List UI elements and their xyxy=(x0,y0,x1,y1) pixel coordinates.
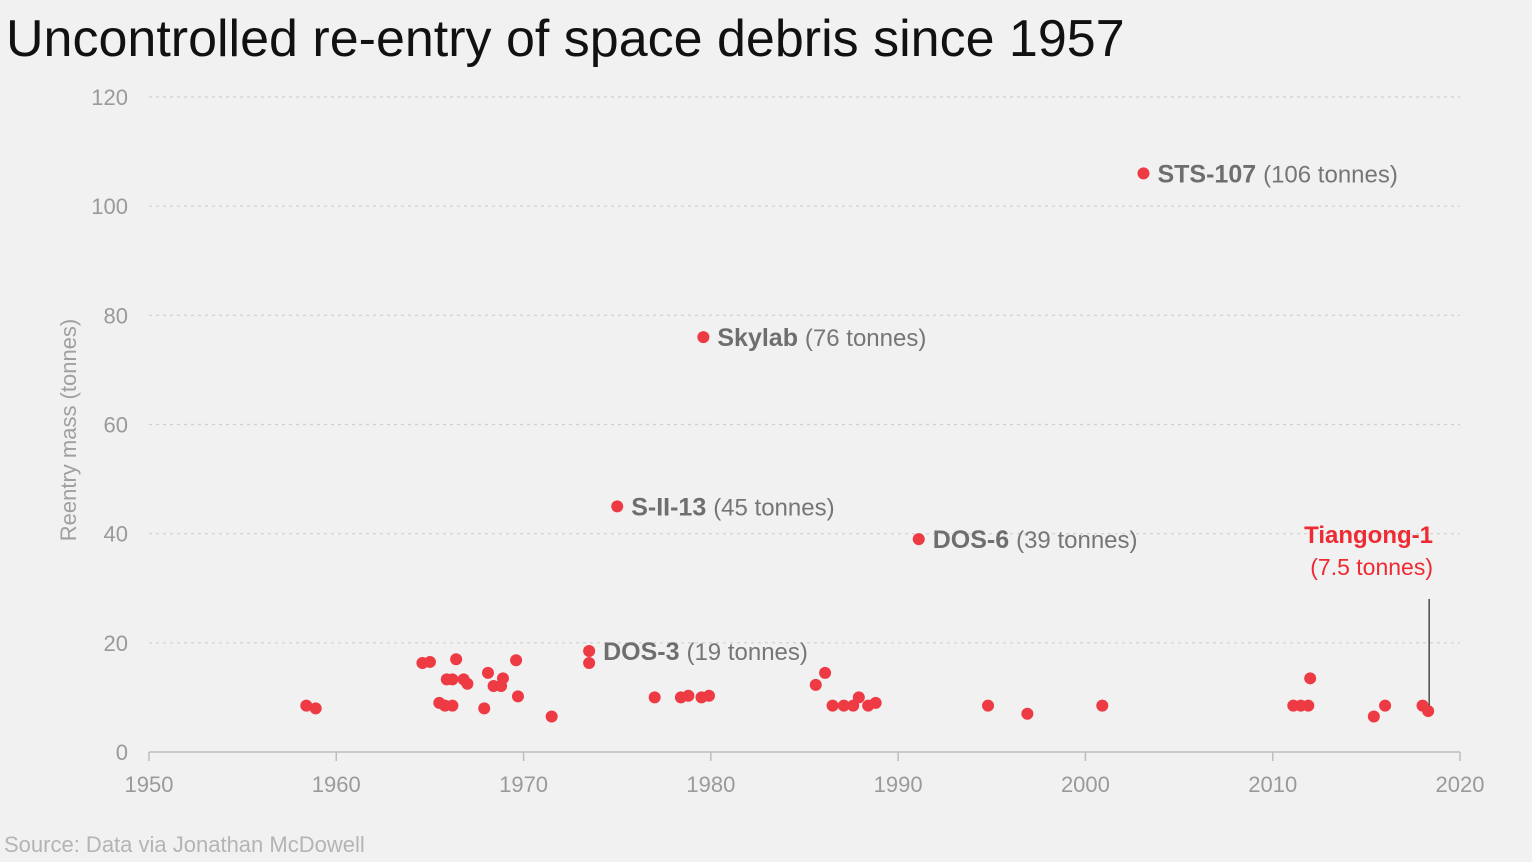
data-point xyxy=(869,696,882,709)
data-point xyxy=(819,666,832,679)
data-point xyxy=(826,699,839,712)
data-point xyxy=(1021,707,1034,720)
data-point xyxy=(461,677,474,690)
data-point xyxy=(446,673,459,686)
y-tick-label: 40 xyxy=(104,522,128,547)
annotation-label: Skylab (76 tonnes) xyxy=(717,324,926,352)
x-tick-label: 1960 xyxy=(312,772,361,797)
data-point xyxy=(545,710,558,723)
data-point xyxy=(1302,699,1315,712)
source-note: Source: Data via Jonathan McDowell xyxy=(4,832,365,857)
data-point xyxy=(697,331,710,344)
data-point xyxy=(583,645,596,658)
annotation-label: STS-107 (106 tonnes) xyxy=(1157,160,1397,188)
data-points xyxy=(300,167,1435,723)
y-axis-title: Reentry mass (tonnes) xyxy=(56,319,81,542)
highlight-mass: (7.5 tonnes) xyxy=(1310,554,1433,580)
data-point xyxy=(852,691,865,704)
y-tick-label: 0 xyxy=(116,740,128,765)
data-point xyxy=(1422,705,1435,718)
data-point xyxy=(511,690,524,703)
x-tick-label: 1990 xyxy=(874,772,923,797)
data-point xyxy=(809,678,822,691)
annotation-name: DOS-3 xyxy=(603,638,686,666)
data-point xyxy=(648,691,661,704)
data-point xyxy=(481,666,494,679)
data-point xyxy=(1096,699,1109,712)
data-point xyxy=(837,699,850,712)
data-point xyxy=(682,689,695,702)
data-point xyxy=(912,533,925,546)
y-tick-label: 100 xyxy=(91,194,128,219)
data-point xyxy=(1304,672,1317,685)
data-point xyxy=(982,699,995,712)
annotation-label: DOS-6 (39 tonnes) xyxy=(933,526,1138,554)
y-tick-label: 20 xyxy=(104,631,128,656)
axes: 0 20 40 60 80 100 120 1950 1960 1970 1980 1990 2000 2… xyxy=(91,85,1484,797)
annotation-name: STS-107 xyxy=(1157,160,1263,188)
annotation-label: DOS-3 (19 tonnes) xyxy=(603,638,808,666)
y-tick-label: 120 xyxy=(91,85,128,110)
data-point xyxy=(446,699,459,712)
x-tick-label: 1970 xyxy=(499,772,548,797)
data-point xyxy=(300,699,313,712)
chart-title: Uncontrolled re-entry of space debris si… xyxy=(6,10,1125,68)
y-tick-label: 60 xyxy=(104,413,128,438)
x-tick-label: 2020 xyxy=(1436,772,1485,797)
annotation-name: S-II-13 xyxy=(631,493,713,521)
data-point xyxy=(1137,167,1150,180)
annotation-name: DOS-6 xyxy=(933,526,1016,554)
data-point xyxy=(583,657,596,670)
annotation-mass: (106 tonnes) xyxy=(1263,161,1398,188)
data-point xyxy=(423,655,436,668)
data-point xyxy=(611,500,624,513)
data-point xyxy=(309,702,322,715)
data-point xyxy=(1379,699,1392,712)
data-point xyxy=(1367,710,1380,723)
annotation-label: S-II-13 (45 tonnes) xyxy=(631,493,834,521)
data-point xyxy=(450,653,463,666)
x-tick-label: 2000 xyxy=(1061,772,1110,797)
annotation-mass: (39 tonnes) xyxy=(1016,527,1137,554)
data-point xyxy=(478,702,491,715)
y-tick-label: 80 xyxy=(104,303,128,328)
annotation-name: Skylab xyxy=(717,324,805,352)
x-tick-label: 1950 xyxy=(125,772,174,797)
x-tick-label: 1980 xyxy=(686,772,735,797)
data-point xyxy=(702,689,715,702)
annotations: STS-107 (106 tonnes) Skylab (76 tonnes) S-… xyxy=(603,160,1433,666)
annotation-mass: (19 tonnes) xyxy=(686,639,807,666)
data-point xyxy=(496,672,509,685)
annotation-mass: (76 tonnes) xyxy=(805,325,926,352)
highlight-name: Tiangong-1 xyxy=(1304,522,1433,549)
grid-lines xyxy=(149,96,1460,644)
annotation-mass: (45 tonnes) xyxy=(713,494,834,521)
x-tick-label: 2010 xyxy=(1248,772,1297,797)
data-point xyxy=(510,654,523,667)
